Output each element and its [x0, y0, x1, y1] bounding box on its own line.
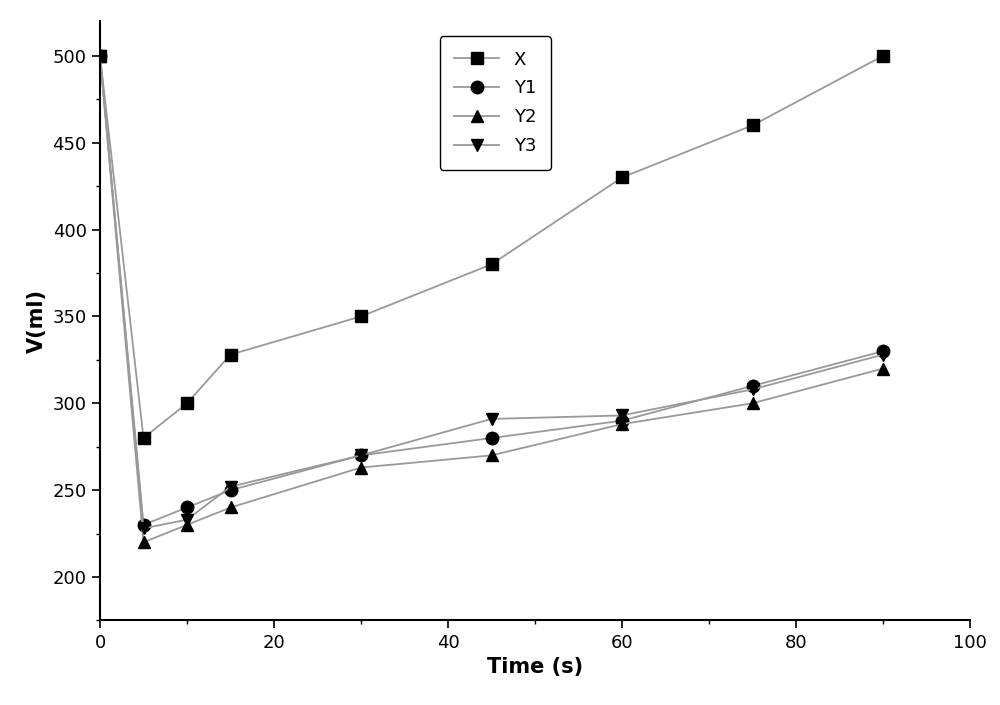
X-axis label: Time (s): Time (s)	[487, 657, 583, 677]
X	[747, 121, 759, 130]
Y1	[181, 503, 193, 512]
Y1	[747, 381, 759, 390]
Y3	[94, 51, 106, 60]
Y1	[355, 451, 367, 460]
Y2	[181, 520, 193, 529]
Y2	[486, 451, 498, 460]
Y3	[747, 385, 759, 393]
Y1	[138, 520, 150, 529]
Legend: X, Y1, Y2, Y3: X, Y1, Y2, Y3	[440, 36, 551, 170]
Y2	[747, 399, 759, 407]
Y3	[181, 515, 193, 524]
Y1	[616, 417, 628, 425]
Y1	[94, 51, 106, 60]
Y2	[138, 538, 150, 546]
Y3	[877, 350, 889, 359]
Y1	[225, 486, 237, 494]
Y1	[877, 347, 889, 355]
Y2	[94, 51, 106, 60]
Y3	[355, 451, 367, 460]
Line: X: X	[94, 49, 889, 444]
Y3	[616, 411, 628, 419]
Y2	[877, 364, 889, 373]
Y3	[225, 482, 237, 491]
Y3	[486, 415, 498, 423]
Y2	[225, 503, 237, 512]
Line: Y1: Y1	[94, 49, 889, 531]
X	[138, 434, 150, 442]
Y2	[355, 463, 367, 472]
X	[486, 260, 498, 269]
X	[877, 51, 889, 60]
Line: Y2: Y2	[94, 49, 889, 548]
X	[355, 312, 367, 321]
Y-axis label: V(ml): V(ml)	[27, 289, 47, 352]
Y2	[616, 420, 628, 429]
X	[181, 399, 193, 407]
Y1	[486, 434, 498, 442]
X	[225, 350, 237, 359]
Y3	[138, 524, 150, 532]
X	[94, 51, 106, 60]
X	[616, 173, 628, 182]
Line: Y3: Y3	[94, 49, 889, 534]
